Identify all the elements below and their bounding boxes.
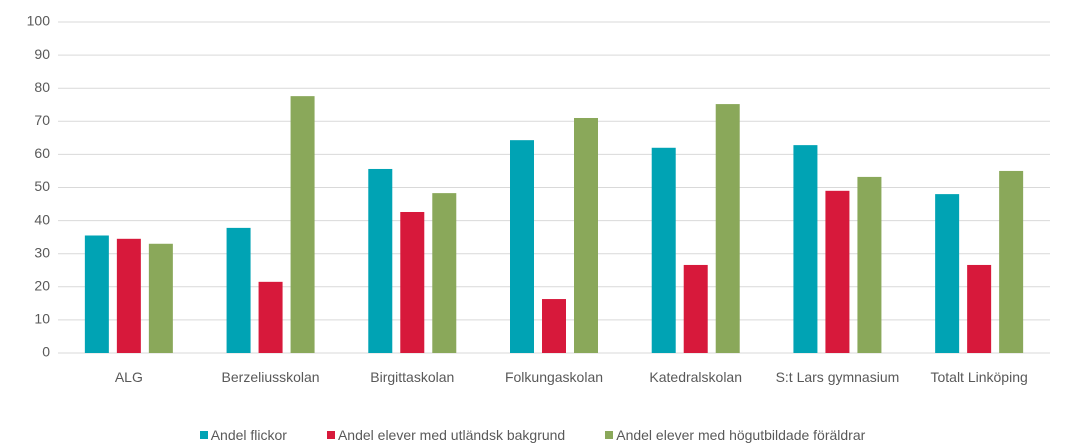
- x-tick-label: Katedralskolan: [649, 369, 743, 385]
- bar: [825, 190, 850, 353]
- bar: [967, 264, 992, 353]
- y-tick-label: 10: [34, 311, 50, 327]
- y-tick-label: 30: [34, 244, 50, 260]
- y-tick-label: 0: [42, 344, 50, 360]
- x-tick-label: S:t Lars gymnasium: [775, 369, 900, 385]
- x-tick-label: ALG: [114, 369, 143, 385]
- bar: [857, 176, 882, 353]
- bar: [999, 170, 1024, 353]
- bar: [148, 243, 173, 353]
- bar: [368, 168, 393, 353]
- x-tick-label: Folkungaskolan: [504, 369, 604, 385]
- bar: [258, 281, 283, 353]
- bar: [226, 227, 251, 353]
- y-tick-label: 20: [34, 278, 50, 294]
- x-tick-label: Birgittaskolan: [370, 369, 455, 385]
- x-tick-label: Berzeliusskolan: [221, 369, 320, 385]
- bar: [84, 235, 109, 353]
- legend-item: Andel elever med högutbildade föräldrar: [605, 427, 865, 443]
- legend-swatch: [605, 431, 614, 439]
- y-tick-label: 100: [27, 13, 51, 29]
- bar: [542, 299, 566, 353]
- bar: [793, 145, 818, 353]
- bar: [290, 96, 315, 354]
- bar: [116, 238, 141, 353]
- y-tick-label: 90: [34, 46, 50, 62]
- legend: Andel flickor Andel elever med utländsk b…: [0, 427, 1065, 443]
- bar: [432, 193, 457, 353]
- bar: [715, 104, 740, 353]
- legend-label: Andel flickor: [210, 427, 287, 443]
- y-tick-label: 40: [34, 211, 50, 227]
- x-tick-label: Totalt Linköping: [930, 369, 1028, 385]
- legend-item: Andel flickor: [199, 427, 287, 443]
- legend-swatch: [199, 431, 208, 439]
- y-tick-label: 70: [34, 112, 50, 128]
- bar: [400, 211, 425, 353]
- bar: [574, 117, 598, 354]
- legend-label: Andel elever med högutbildade föräldrar: [616, 427, 866, 443]
- bar: [683, 264, 708, 353]
- legend-label: Andel elever med utländsk bakgrund: [337, 427, 566, 443]
- bar: [935, 194, 960, 353]
- legend-swatch: [326, 431, 335, 439]
- y-tick-label: 60: [34, 145, 50, 161]
- bar: [651, 147, 676, 353]
- y-tick-label: 50: [34, 178, 50, 194]
- y-tick-label: 80: [34, 79, 50, 95]
- bar: [510, 140, 534, 353]
- legend-item: Andel elever med utländsk bakgrund: [326, 427, 566, 443]
